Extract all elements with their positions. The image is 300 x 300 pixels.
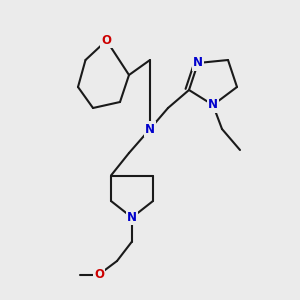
- Text: O: O: [94, 268, 104, 281]
- Text: N: N: [145, 122, 155, 136]
- Text: N: N: [208, 98, 218, 112]
- Text: N: N: [127, 211, 137, 224]
- Text: O: O: [101, 34, 112, 47]
- Text: N: N: [193, 56, 203, 70]
